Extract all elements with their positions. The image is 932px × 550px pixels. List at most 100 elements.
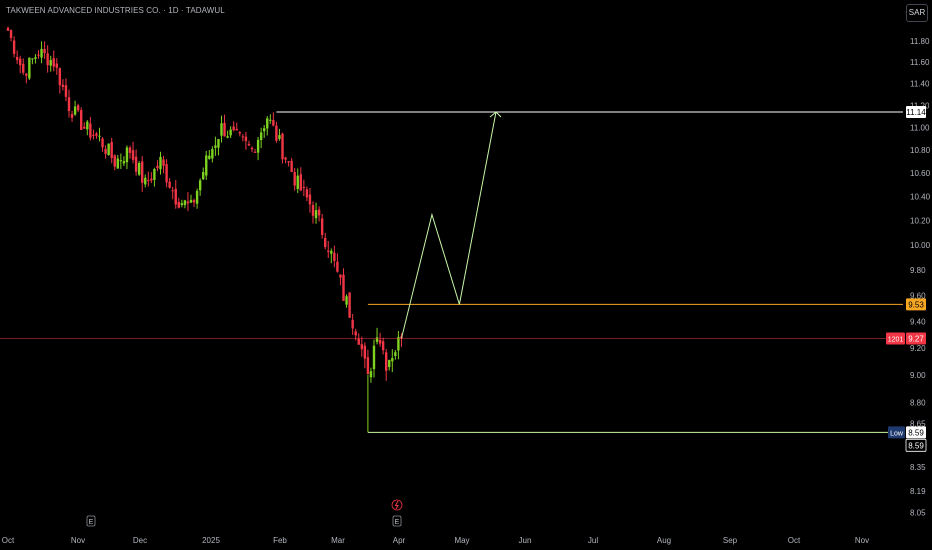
candle — [284, 157, 287, 160]
candle — [104, 149, 107, 154]
earnings-marker[interactable] — [392, 515, 402, 527]
candle — [357, 338, 360, 345]
candle — [238, 132, 241, 134]
candle — [9, 30, 13, 38]
candle — [12, 40, 16, 54]
candle — [369, 371, 373, 378]
candle — [25, 73, 28, 76]
candle — [339, 274, 342, 278]
level-label-resistance-bg — [906, 106, 926, 119]
currency-button[interactable]: SAR — [906, 4, 928, 22]
candle — [55, 63, 58, 68]
candle — [125, 147, 129, 163]
level-label-low-bg — [906, 426, 926, 439]
candle — [378, 339, 382, 344]
level-label-current-bg — [906, 332, 926, 345]
flash-icon-bolt — [394, 500, 399, 510]
earnings-marker-label: E — [89, 519, 94, 526]
candle — [394, 352, 397, 356]
candle — [198, 180, 202, 191]
candle — [330, 250, 333, 254]
candle — [113, 155, 116, 167]
y-tick-label: 10.20 — [910, 217, 931, 226]
candle — [299, 174, 302, 191]
x-tick-label: Jul — [588, 536, 598, 545]
candle — [256, 139, 260, 153]
x-tick-label: Nov — [71, 536, 85, 545]
candle — [46, 53, 49, 66]
y-tick-label: 9.00 — [910, 371, 926, 380]
x-tick-label: Jun — [519, 536, 532, 545]
y-tick-label: 11.80 — [910, 37, 930, 46]
candle — [269, 119, 272, 121]
candle — [342, 274, 345, 301]
candle — [281, 133, 284, 160]
x-tick-label: Apr — [393, 536, 406, 545]
y-tick-label: 9.60 — [910, 291, 926, 300]
candle — [247, 143, 251, 146]
candle — [174, 188, 177, 205]
candle — [220, 123, 223, 136]
candle — [40, 48, 43, 58]
candle — [183, 200, 187, 205]
x-tick-label: Feb — [273, 536, 287, 545]
y-tick-label: 8.35 — [910, 463, 926, 472]
candle — [137, 163, 141, 175]
candle — [385, 352, 388, 371]
candle — [354, 331, 357, 336]
candle — [150, 178, 153, 181]
candle — [223, 122, 226, 137]
candle — [202, 172, 205, 180]
y-tick-label: 9.20 — [910, 344, 926, 353]
candle — [83, 126, 86, 129]
x-tick-label: Nov — [855, 536, 869, 545]
flash-icon[interactable] — [391, 499, 403, 511]
candle — [348, 292, 351, 318]
low-tag: Low — [890, 430, 904, 437]
candle — [192, 200, 196, 203]
candle — [250, 147, 254, 150]
level-label-current: 9.27 — [908, 334, 924, 343]
candle — [272, 120, 275, 126]
candle — [76, 105, 80, 111]
candle — [226, 136, 229, 138]
candle — [144, 177, 147, 185]
x-tick-label: Oct — [788, 536, 801, 545]
candle — [67, 97, 71, 112]
projection-path[interactable] — [400, 111, 497, 339]
candle — [186, 201, 190, 204]
earnings-marker-label: E — [395, 519, 400, 526]
candle — [293, 172, 296, 186]
candle — [180, 203, 184, 205]
chart-title: TAKWEEN ADVANCED INDUSTRIES CO. · 1D · T… — [6, 6, 225, 15]
candle — [86, 121, 89, 130]
candle — [22, 63, 25, 73]
candle — [244, 136, 248, 142]
level-label-low-2-bg — [905, 438, 927, 452]
candle — [372, 345, 376, 370]
countdown-tag: 1201 — [888, 336, 904, 343]
candle — [360, 344, 363, 350]
candle — [311, 205, 315, 216]
candle — [345, 296, 348, 305]
candle — [128, 147, 132, 153]
candle — [168, 181, 171, 188]
candle — [287, 161, 290, 163]
y-tick-label: 11.60 — [910, 58, 930, 67]
earnings-marker[interactable] — [86, 515, 96, 527]
candle — [235, 128, 238, 131]
candle — [73, 106, 77, 115]
y-tick-label: 8.05 — [910, 508, 926, 517]
y-tick-label: 9.40 — [910, 317, 926, 326]
candle — [241, 136, 245, 138]
candle — [61, 84, 65, 87]
candle — [259, 132, 263, 141]
candle — [381, 341, 385, 351]
candle — [336, 261, 339, 272]
candle — [52, 58, 55, 67]
candle — [195, 190, 199, 204]
candle — [375, 337, 379, 342]
level-label-mid: 9.53 — [908, 300, 924, 309]
candle — [205, 155, 208, 176]
